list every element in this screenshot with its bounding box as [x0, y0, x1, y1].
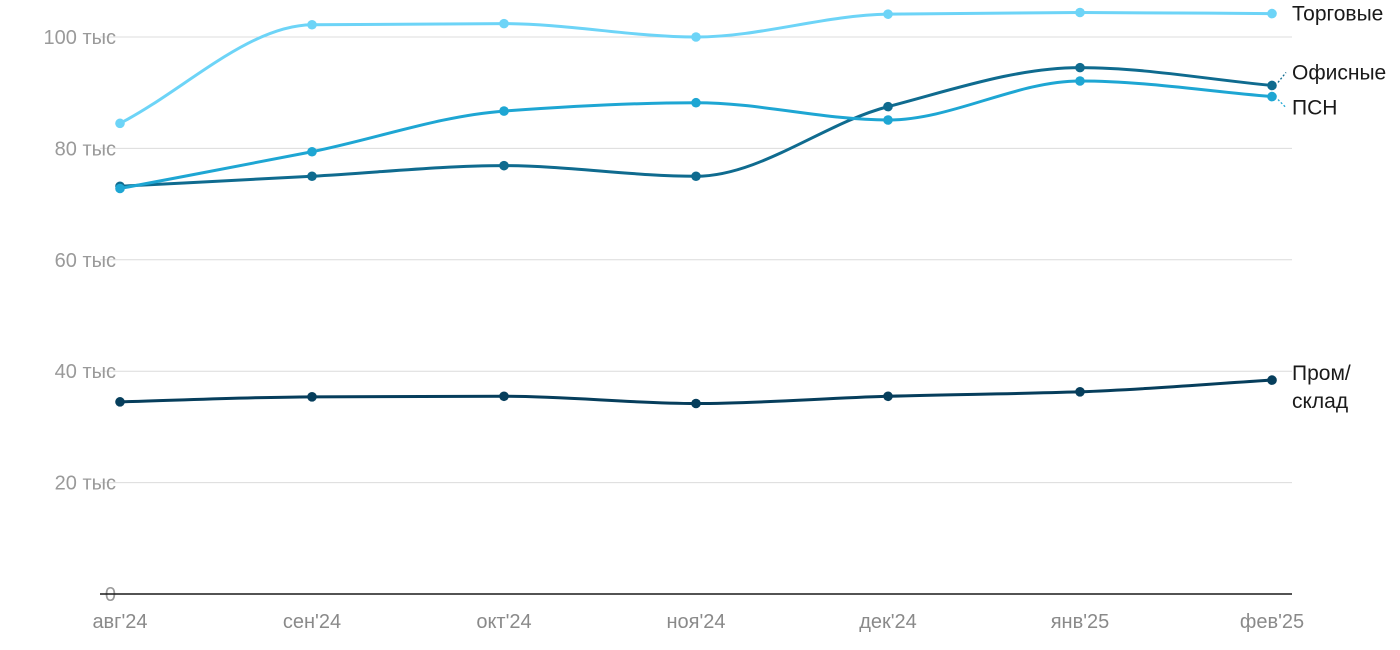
x-axis-ticks: авг'24 сен'24 окт'24 ноя'24 дек'24 янв'25 фев'…	[92, 611, 1304, 633]
series-4-group	[115, 375, 1277, 409]
series-1-point	[1075, 7, 1085, 18]
series-1-point	[307, 19, 317, 30]
series-4-point	[691, 398, 701, 409]
series-labels: Торговые Офисные ПСН Пром/склад	[1277, 3, 1386, 413]
series-4-point	[115, 397, 125, 407]
series-4-point	[883, 391, 893, 402]
series-lines	[115, 7, 1277, 409]
series-1-point	[499, 18, 509, 29]
series-3-point	[691, 97, 701, 108]
x-tick-label: авг'24	[92, 611, 147, 633]
series-4-point	[307, 392, 317, 402]
y-tick-label: 60 тыс	[55, 250, 116, 272]
x-tick-label: дек'24	[859, 611, 917, 633]
series-2-point	[307, 171, 317, 182]
y-tick-label: 20 тыс	[55, 473, 116, 495]
series-3-group	[115, 76, 1277, 194]
series-2-point	[1075, 62, 1085, 73]
y-tick-label: 40 тыс	[55, 361, 116, 383]
series-1-point	[883, 9, 893, 19]
series-2-point	[1267, 80, 1277, 91]
series-4-label: Пром/	[1292, 362, 1351, 385]
y-axis-ticks: 0 20 тыс 40 тыс 60 тыс 80 тыс 100 тыс	[44, 27, 116, 606]
series-2-label: Офисные	[1292, 61, 1386, 84]
series-3-point	[1075, 76, 1085, 86]
series-2-point	[883, 101, 893, 112]
series-4-point	[499, 391, 509, 402]
series-3-point	[499, 106, 509, 116]
x-tick-label: ноя'24	[666, 611, 725, 633]
y-tick-label: 100 тыс	[44, 27, 116, 49]
x-tick-label: сен'24	[283, 611, 341, 633]
series-1-point	[691, 32, 701, 42]
y-tick-label: 0	[105, 584, 116, 606]
x-tick-label: фев'25	[1240, 611, 1304, 633]
series-1-point	[115, 118, 125, 129]
series-1-group	[115, 7, 1277, 129]
y-tick-label: 80 тыс	[55, 138, 116, 160]
series-3-point	[883, 115, 893, 125]
series-4-label: склад	[1292, 390, 1348, 413]
x-tick-label: окт'24	[476, 611, 531, 633]
series-2-group	[115, 62, 1277, 192]
series-2-point	[691, 171, 701, 182]
series-1-label: Торговые	[1292, 3, 1383, 26]
series-1-point	[1267, 8, 1277, 19]
x-tick-label: янв'25	[1051, 611, 1110, 633]
series-3-point	[1267, 91, 1277, 102]
series-3-label-connector	[1277, 99, 1287, 109]
series-2-label-connector	[1277, 72, 1287, 83]
series-3-point	[307, 146, 317, 157]
series-2-line	[118, 66, 1274, 188]
series-4-point	[1075, 387, 1085, 397]
series-4-point	[1267, 375, 1277, 385]
series-3-label: ПСН	[1292, 97, 1337, 120]
series-3-point	[115, 183, 125, 194]
series-2-point	[499, 160, 509, 171]
